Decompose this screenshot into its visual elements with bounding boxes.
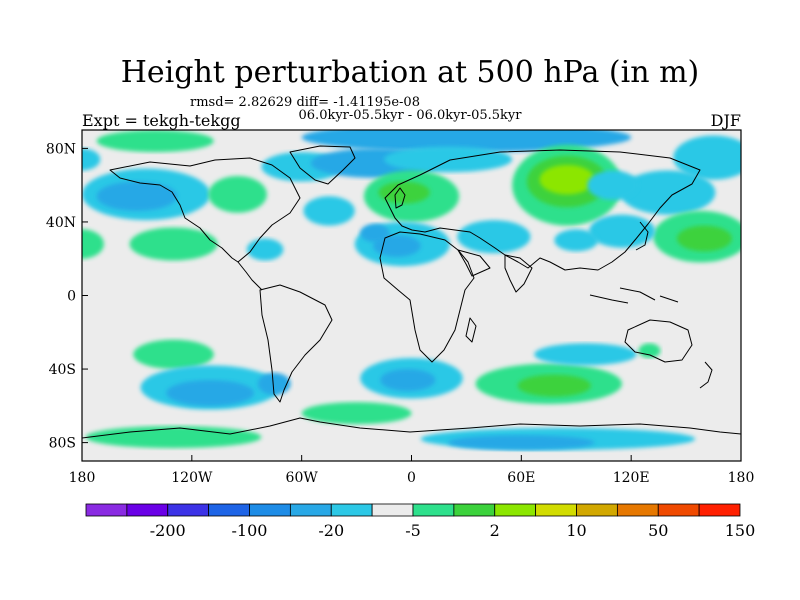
coastline-indonesia [589,287,679,304]
anomaly-region-1 [301,130,632,153]
anomaly-region-5 [673,135,741,180]
coastline-antarctica [82,417,741,439]
colorbar-bin-7 [371,503,414,517]
colorbar-label-2: -20 [318,521,344,540]
colorbar-bin-0 [85,503,128,517]
anomaly-region-12 [378,181,430,204]
coastline-central-america [237,261,263,291]
colorbar-bin-3 [208,503,250,517]
anomaly-region-16 [620,170,716,215]
colorbar-label-1: -100 [232,521,268,540]
coastlines [82,145,741,439]
anomaly-region-18 [676,225,732,252]
y-axis: 80N 40N 0 40S 80S [46,141,88,452]
colorbar-label-7: 150 [725,521,756,540]
colorbar-bin-14 [657,503,700,517]
coastline-arabia [457,249,491,277]
anomaly-region-23 [373,234,421,257]
colorbar: -200 -100 -20 -5 2 10 50 150 [85,503,756,540]
colorbar-label-4: 2 [490,521,500,540]
stats-line: rmsd= 2.82629 diff= -1.41195e-08 [190,95,420,110]
anomaly-region-4 [384,146,513,173]
colorbar-label-0: -200 [150,521,186,540]
colorbar-bin-15 [698,503,741,517]
x-tick-label-1: 120W [171,470,213,486]
colorbar-label-3: -5 [405,521,421,540]
coastline-south-america [259,284,333,403]
colorbar-label-6: 50 [648,521,668,540]
x-tick-label-4: 60E [507,470,535,486]
anomaly-region-26 [589,214,655,248]
anomaly-region-10 [303,196,355,226]
coastline-greenland [289,145,356,185]
anomaly-region-31 [166,380,255,406]
anomaly-region-36 [517,374,591,397]
anomaly-region-42 [448,435,595,450]
coastline-japan [635,221,649,251]
x-axis: 180 120W 60W 0 60E 120E 180 [69,455,755,486]
anomaly-region-9 [208,175,267,213]
colorbar-bin-10 [494,503,537,517]
colorbar-bin-2 [167,503,210,517]
y-tick-label-1: 40N [46,215,76,231]
colorbar-bin-9 [453,503,496,517]
coastline-new-zealand [699,361,713,389]
anomaly-region-20 [82,229,104,259]
period-line: 06.0kyr-05.5kyr - 06.0kyr-05.5kyr [299,108,523,123]
anomaly-region-37 [534,343,637,366]
anomaly-region-19 [129,227,218,261]
colorbar-bin-8 [412,503,455,517]
coastline-india [504,254,533,293]
anomaly-region-25 [457,220,531,254]
colorbar-label-5: 10 [566,521,586,540]
anomaly-region-39 [85,426,262,449]
x-tick-label-2: 60W [286,470,319,486]
colorbar-bin-5 [289,503,332,517]
anomaly-region-8 [96,181,178,211]
anomaly-region-6 [82,148,101,171]
anomaly-region-27 [587,170,639,200]
season-label: DJF [711,111,741,130]
x-tick-label-0: 180 [69,470,96,486]
colorbar-bin-12 [576,503,618,517]
anomaly-region-29 [133,339,214,370]
y-tick-label-4: 80S [49,436,76,452]
anomaly-region-38 [638,343,661,359]
coastline-uk [394,187,406,209]
x-tick-label-3: 0 [407,470,416,486]
colorbar-bin-13 [616,503,659,517]
colorbar-bin-4 [249,503,291,517]
colorbar-bin-1 [126,503,169,517]
anomaly-region-24 [360,223,390,243]
anomaly-region-28 [554,229,599,252]
coastline-eurasia [384,149,701,271]
colorbar-bin-11 [535,503,577,517]
coastline-north-america [109,157,301,263]
experiment-label: Expt = tekgh-tekgg [82,111,241,130]
y-tick-label-0: 80N [46,141,76,157]
coastline-australia [624,319,693,363]
x-tick-label-5: 120E [613,470,650,486]
y-tick-label-3: 40S [49,362,76,378]
anomaly-region-0 [96,130,214,153]
anomaly-region-15 [539,164,595,195]
anomaly-region-40 [301,402,412,425]
y-tick-label-2: 0 [67,289,76,305]
anomaly-region-34 [380,369,436,392]
colorbar-bin-6 [330,503,373,517]
map-area [81,129,742,462]
coastline-madagascar [465,317,477,343]
anomaly-region-32 [257,372,291,395]
chart-title: Height perturbation at 500 hPa (in m) [121,55,699,90]
coastline-africa [379,231,475,363]
anomaly-layer [82,130,741,450]
x-tick-label-6: 180 [728,470,755,486]
